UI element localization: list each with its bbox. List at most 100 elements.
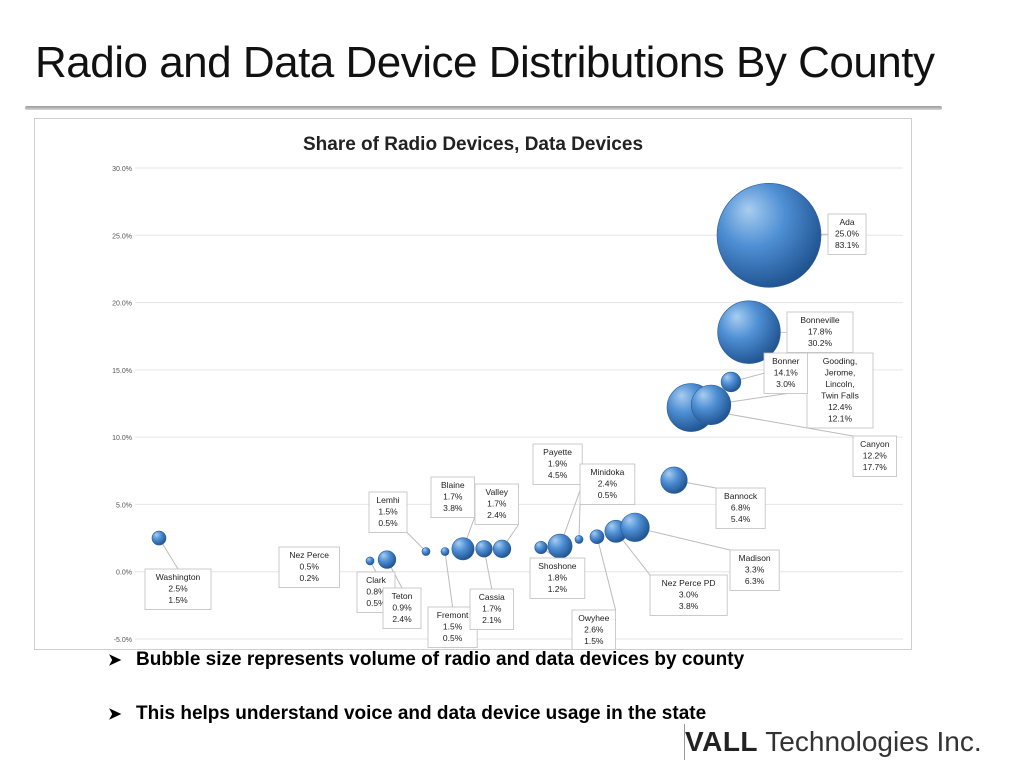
logo-strong-text: VALL xyxy=(685,726,759,757)
bubbles xyxy=(151,182,822,569)
leader-line xyxy=(444,551,454,608)
data-label-box xyxy=(430,476,475,518)
bullet-item: ➤ Bubble size represents volume of radio … xyxy=(108,649,744,671)
leader-line xyxy=(578,504,581,540)
data-label-text: 17.8% xyxy=(808,327,833,337)
data-label-text: 5.4% xyxy=(731,514,751,524)
bubble-point xyxy=(717,300,781,364)
y-tick-label: 30.0% xyxy=(112,166,132,173)
data-label-text: 4.5% xyxy=(548,470,568,480)
data-label-text: Valley xyxy=(486,487,509,497)
data-label-text: Washington xyxy=(156,572,201,582)
data-label-text: Cassia xyxy=(479,592,505,602)
bubble-point xyxy=(660,466,688,494)
data-label-box xyxy=(806,352,874,429)
data-label-text: 0.9% xyxy=(392,603,412,613)
data-label-text: 3.0% xyxy=(776,379,796,389)
bullet-item: ➤ This helps understand voice and data de… xyxy=(108,703,706,725)
data-label-box xyxy=(729,549,780,591)
data-label-text: 1.9% xyxy=(548,459,568,469)
data-label-text: Owyhee xyxy=(578,613,609,623)
data-label-text: Madison xyxy=(739,553,771,563)
y-tick-label: 20.0% xyxy=(112,301,132,308)
data-label-text: 2.5% xyxy=(168,584,188,594)
data-label-text: 0.5% xyxy=(366,598,386,608)
data-label-box xyxy=(427,606,478,648)
bullet-text: Bubble size represents volume of radio a… xyxy=(136,649,745,670)
bubble-point xyxy=(574,535,584,544)
data-label-text: Nez Perce xyxy=(289,550,329,560)
data-label-text: 12.2% xyxy=(863,451,888,461)
data-label-text: 6.3% xyxy=(745,576,765,586)
leader-line xyxy=(596,536,617,611)
data-label-text: Jerome, xyxy=(825,368,856,378)
data-label-text: 17.7% xyxy=(863,462,888,472)
data-label-text: 0.5% xyxy=(443,633,463,643)
leader-line xyxy=(406,532,427,552)
bubble-point xyxy=(475,540,493,558)
data-label-text: Bonneville xyxy=(800,315,839,325)
data-label-text: 1.2% xyxy=(548,584,568,594)
data-label-text: 1.5% xyxy=(168,595,188,605)
data-label-text: 3.8% xyxy=(679,601,699,611)
data-label-box xyxy=(649,574,728,616)
y-tick-label: 25.0% xyxy=(112,233,132,240)
bubble-point xyxy=(451,537,475,561)
chart-title: Share of Radio Devices, Data Devices xyxy=(303,134,643,155)
data-label-text: Twin Falls xyxy=(821,391,859,401)
data-label-text: 0.2% xyxy=(300,573,320,583)
bubble-point xyxy=(151,530,167,546)
bubble-point xyxy=(716,182,822,288)
bubble-point xyxy=(547,533,573,559)
y-tick-label: 0.0% xyxy=(116,570,132,577)
data-label-text: 1.7% xyxy=(482,604,502,614)
data-label-box xyxy=(144,568,212,610)
data-label-box xyxy=(786,311,854,353)
data-label-text: 14.1% xyxy=(774,368,799,378)
data-label-text: Bannock xyxy=(724,491,758,501)
data-label-text: Nez Perce PD xyxy=(662,578,716,588)
data-label-text: 12.4% xyxy=(828,402,853,412)
data-label-text: 1.8% xyxy=(548,573,568,583)
data-label-text: 3.3% xyxy=(745,565,765,575)
data-label-text: 2.4% xyxy=(598,479,618,489)
data-label-text: Lincoln, xyxy=(825,379,854,389)
data-label-box xyxy=(382,587,422,629)
logo-light-text: Technologies Inc. xyxy=(758,726,982,757)
data-label-text: 0.5% xyxy=(378,518,398,528)
data-label-text: Bonner xyxy=(772,356,800,366)
data-label-box xyxy=(368,491,408,533)
bubble-point xyxy=(365,556,375,566)
data-label-text: 0.8% xyxy=(366,587,386,597)
bubble-point xyxy=(440,547,450,556)
data-label-box xyxy=(278,546,340,588)
arrow-bullet-icon: ➤ xyxy=(108,706,122,723)
arrow-bullet-icon: ➤ xyxy=(108,652,122,669)
data-label-text: Teton xyxy=(392,591,413,601)
data-label-box xyxy=(529,557,586,599)
data-label-text: 3.0% xyxy=(679,590,699,600)
data-label-text: 30.2% xyxy=(808,338,833,348)
bubble-point xyxy=(534,540,548,555)
bubble-point xyxy=(589,529,605,545)
data-label-box xyxy=(571,609,616,649)
data-label-text: 1.5% xyxy=(584,636,604,646)
bubble-point xyxy=(690,384,732,425)
data-label-text: 1.5% xyxy=(378,507,398,517)
y-tick-label: -5.0% xyxy=(114,637,132,644)
y-tick-label: 5.0% xyxy=(116,502,132,509)
bubble-chart: Share of Radio Devices, Data Devices 30.… xyxy=(34,118,912,650)
bubble-point xyxy=(620,512,650,542)
data-label-box xyxy=(852,435,897,477)
company-logo: VALL Technologies Inc. xyxy=(684,724,1016,760)
data-label-text: Lemhi xyxy=(376,495,399,505)
data-label-text: 1.7% xyxy=(443,492,463,502)
data-label-text: 25.0% xyxy=(835,229,860,239)
data-label-text: Clark xyxy=(366,575,387,585)
data-label-text: 0.5% xyxy=(300,562,320,572)
bubble-point xyxy=(492,539,512,558)
data-label-box xyxy=(579,463,636,505)
data-label-text: 2.1% xyxy=(482,615,502,625)
bubble-point xyxy=(377,550,397,569)
